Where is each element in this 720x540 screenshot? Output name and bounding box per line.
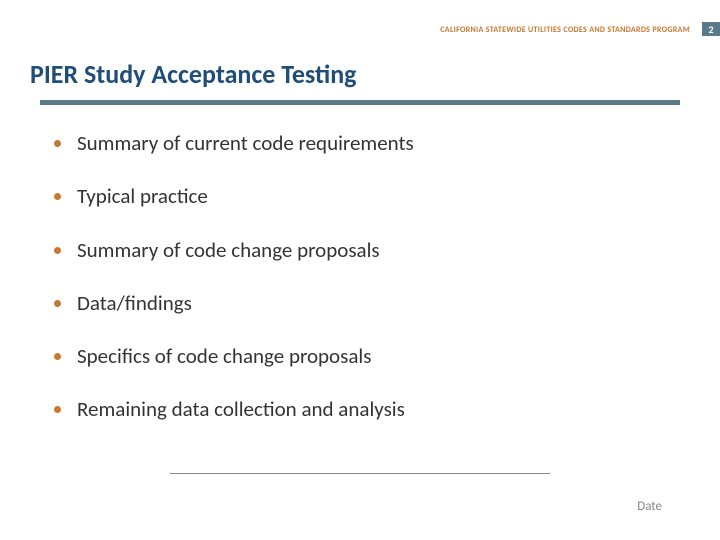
bullet-text: Summary of current code requirements [77,130,414,157]
bullet-icon [54,300,61,307]
list-item: Specifics of code change proposals [54,343,654,370]
list-item: Summary of current code requirements [54,130,654,157]
bullet-text: Data/findings [77,290,192,317]
bullet-icon [54,193,61,200]
bullet-icon [54,406,61,413]
list-item: Typical practice [54,183,654,210]
date-label: Date [637,499,662,514]
bullet-icon [54,247,61,254]
list-item: Remaining data collection and analysis [54,396,654,423]
bullet-text: Specifics of code change proposals [77,343,371,370]
header-bar: CALIFORNIA STATEWIDE UTILITIES CODES AND… [440,22,720,36]
bullet-icon [54,353,61,360]
footer-rule [170,473,550,474]
slide-title: PIER Study Acceptance Testing [30,58,357,90]
page-number: 2 [708,23,713,36]
bullet-text: Remaining data collection and analysis [77,396,405,423]
page-number-box: 2 [702,22,720,36]
program-label: CALIFORNIA STATEWIDE UTILITIES CODES AND… [440,22,702,36]
bullet-text: Summary of code change proposals [77,237,380,264]
title-rule [40,100,680,105]
list-item: Data/findings [54,290,654,317]
bullet-list: Summary of current code requirements Typ… [54,130,654,450]
list-item: Summary of code change proposals [54,237,654,264]
bullet-text: Typical practice [77,183,208,210]
bullet-icon [54,140,61,147]
